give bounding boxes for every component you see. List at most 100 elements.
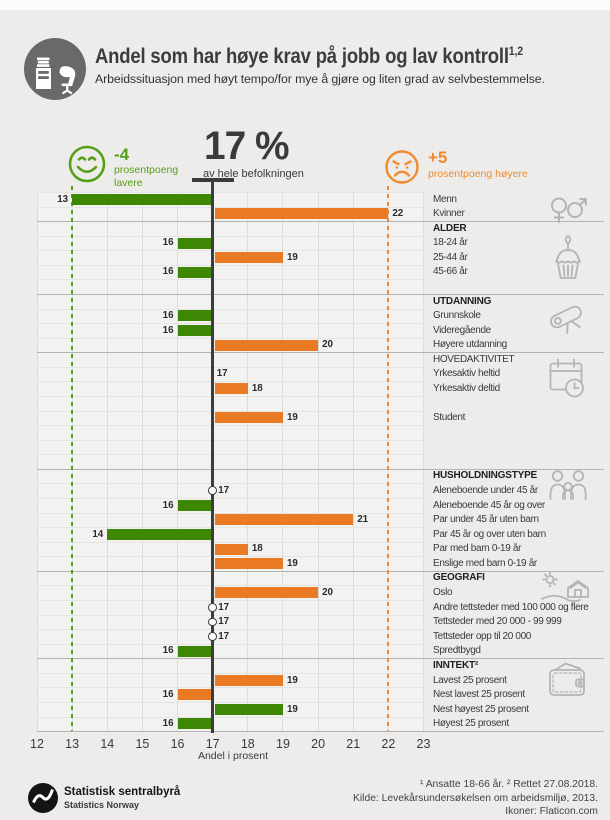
- grid-line-horizontal: [37, 629, 424, 631]
- section-header-label: UTDANNING: [433, 295, 492, 307]
- calendar-clock-icon: [548, 357, 586, 399]
- bar-orange: [214, 383, 248, 395]
- axis-tick-label: 12: [30, 737, 44, 752]
- grid-line-horizontal: [37, 439, 424, 441]
- page-title-text: Andel som har høye krav på jobb og lav k…: [95, 45, 509, 68]
- plot-area: [37, 192, 424, 732]
- bar-orange: [214, 558, 283, 570]
- wallet-icon: [546, 659, 588, 701]
- bar-value-label: 19: [286, 412, 298, 424]
- section-divider: [37, 731, 604, 733]
- dot-value-label: 17: [218, 630, 230, 642]
- grid-line-horizontal: [37, 308, 424, 310]
- bar-value-label: 16: [162, 499, 174, 511]
- footnote-1: ¹ Ansatte 18-66 år. ² Rettet 27.08.2018.: [419, 779, 598, 790]
- population-share-value: 17 %: [204, 124, 290, 168]
- axis-tick-label: 18: [240, 737, 255, 752]
- row-label: Par 45 år og over uten barn: [433, 528, 546, 540]
- section-divider: [37, 468, 604, 470]
- row-label: Par med barn 0-19 år: [433, 543, 522, 555]
- bar-orange: [214, 543, 248, 555]
- delta-lower-caption: prosentpoeng lavere: [114, 164, 178, 189]
- grid-line-vertical: [423, 192, 424, 732]
- delta-lower: -4: [114, 145, 130, 164]
- section-header-label: GEOGRAFI: [433, 572, 485, 584]
- bar-orange: [214, 674, 283, 686]
- grid-line-horizontal: [37, 396, 424, 398]
- row-label: Aleneboende 45 år og over: [433, 499, 545, 511]
- bar-value-label: 14: [92, 528, 104, 540]
- grid-line-horizontal: [37, 192, 424, 193]
- dot-value-label: 17: [218, 616, 230, 628]
- footnote-3: Ikoner: Flaticon.com: [505, 806, 598, 817]
- row-label: Yrkesaktiv deltid: [433, 383, 500, 395]
- section-header-label: HOVEDAKTIVITET: [433, 353, 515, 365]
- grid-line-horizontal: [37, 250, 424, 252]
- grid-line-horizontal: [37, 206, 424, 208]
- bar-green: [177, 718, 211, 730]
- gender-icon: [546, 193, 588, 225]
- bar-green: [72, 193, 211, 205]
- grid-line-horizontal: [37, 279, 424, 281]
- bar-green: [177, 310, 211, 322]
- bar-green: [177, 499, 211, 511]
- bar-value-label: 16: [162, 718, 174, 730]
- row-label: Spredtbygd: [433, 645, 481, 657]
- birthday-cake-icon: [551, 234, 585, 282]
- bar-green: [177, 237, 211, 249]
- row-label: Yrkesaktiv heltid: [433, 368, 500, 380]
- reference-line-orange: [387, 186, 390, 732]
- grid-line-vertical: [141, 192, 143, 732]
- footnotes: ¹ Ansatte 18-66 år. ² Rettet 27.08.2018.…: [353, 778, 598, 819]
- axis-tick-label: 23: [416, 737, 431, 752]
- row-label: Par under 45 år uten barn: [433, 514, 539, 526]
- delta-higher-caption: prosentpoeng høyere: [428, 168, 528, 180]
- page-subtitle: Arbeidssituasjon med høyt tempo/for mye …: [95, 72, 545, 86]
- row-label: Oslo: [433, 587, 453, 599]
- grid-line-horizontal: [37, 643, 424, 645]
- bar-orange: [214, 252, 283, 264]
- bar-value-label: 16: [162, 645, 174, 657]
- delta-higher: +5: [428, 148, 448, 167]
- grid-line-horizontal: [37, 687, 424, 689]
- bar-value-label: 21: [357, 514, 369, 526]
- family-icon: [547, 467, 589, 509]
- row-label: Tettsteder opp til 20 000: [433, 630, 531, 642]
- grid-line-horizontal: [37, 600, 424, 602]
- bar-value-label: 19: [286, 703, 298, 715]
- row-label: 18-24 år: [433, 237, 468, 249]
- page-title: Andel som har høye krav på jobb og lav k…: [95, 44, 523, 69]
- row-label: Aleneboende under 45 år: [433, 485, 538, 497]
- row-label: Kvinner: [433, 208, 465, 220]
- grid-line-horizontal: [37, 483, 424, 485]
- row-label: Tettsteder med 20 000 - 99 999: [433, 616, 562, 628]
- grid-line-vertical: [36, 192, 38, 732]
- axis-tick-label: 17: [205, 737, 220, 752]
- grid-line-horizontal: [37, 585, 424, 587]
- row-label: Grunnskole: [433, 310, 481, 322]
- worker-at-desk-icon: [24, 38, 86, 100]
- axis-tick-label: 14: [100, 737, 115, 752]
- row-label: Enslige med barn 0-19 år: [433, 557, 537, 569]
- value-label: 17: [216, 368, 228, 380]
- ssb-logo: [27, 782, 59, 814]
- grid-line-horizontal: [37, 381, 424, 383]
- grid-line-horizontal: [37, 264, 424, 266]
- bar-value-label: 16: [162, 310, 174, 322]
- delta-lower-line1: prosentpoeng: [114, 164, 179, 176]
- grid-line-horizontal: [37, 512, 424, 514]
- axis-tick-label: 16: [170, 737, 185, 752]
- bar-orange: [214, 514, 354, 526]
- happy-face-icon: [66, 143, 108, 185]
- bar-green: [107, 528, 211, 540]
- bar-value-label: 16: [162, 324, 174, 336]
- section-divider: [37, 658, 604, 660]
- grid-line-horizontal: [37, 702, 424, 704]
- axis-tick-label: 20: [311, 737, 326, 752]
- axis-tick-label: 15: [135, 737, 150, 752]
- bar-value-label: 20: [322, 587, 333, 599]
- dot-value-label: 17: [218, 485, 230, 497]
- grid-line-vertical: [247, 192, 249, 732]
- org-name-norwegian: Statistisk sentralbyrå: [64, 786, 181, 798]
